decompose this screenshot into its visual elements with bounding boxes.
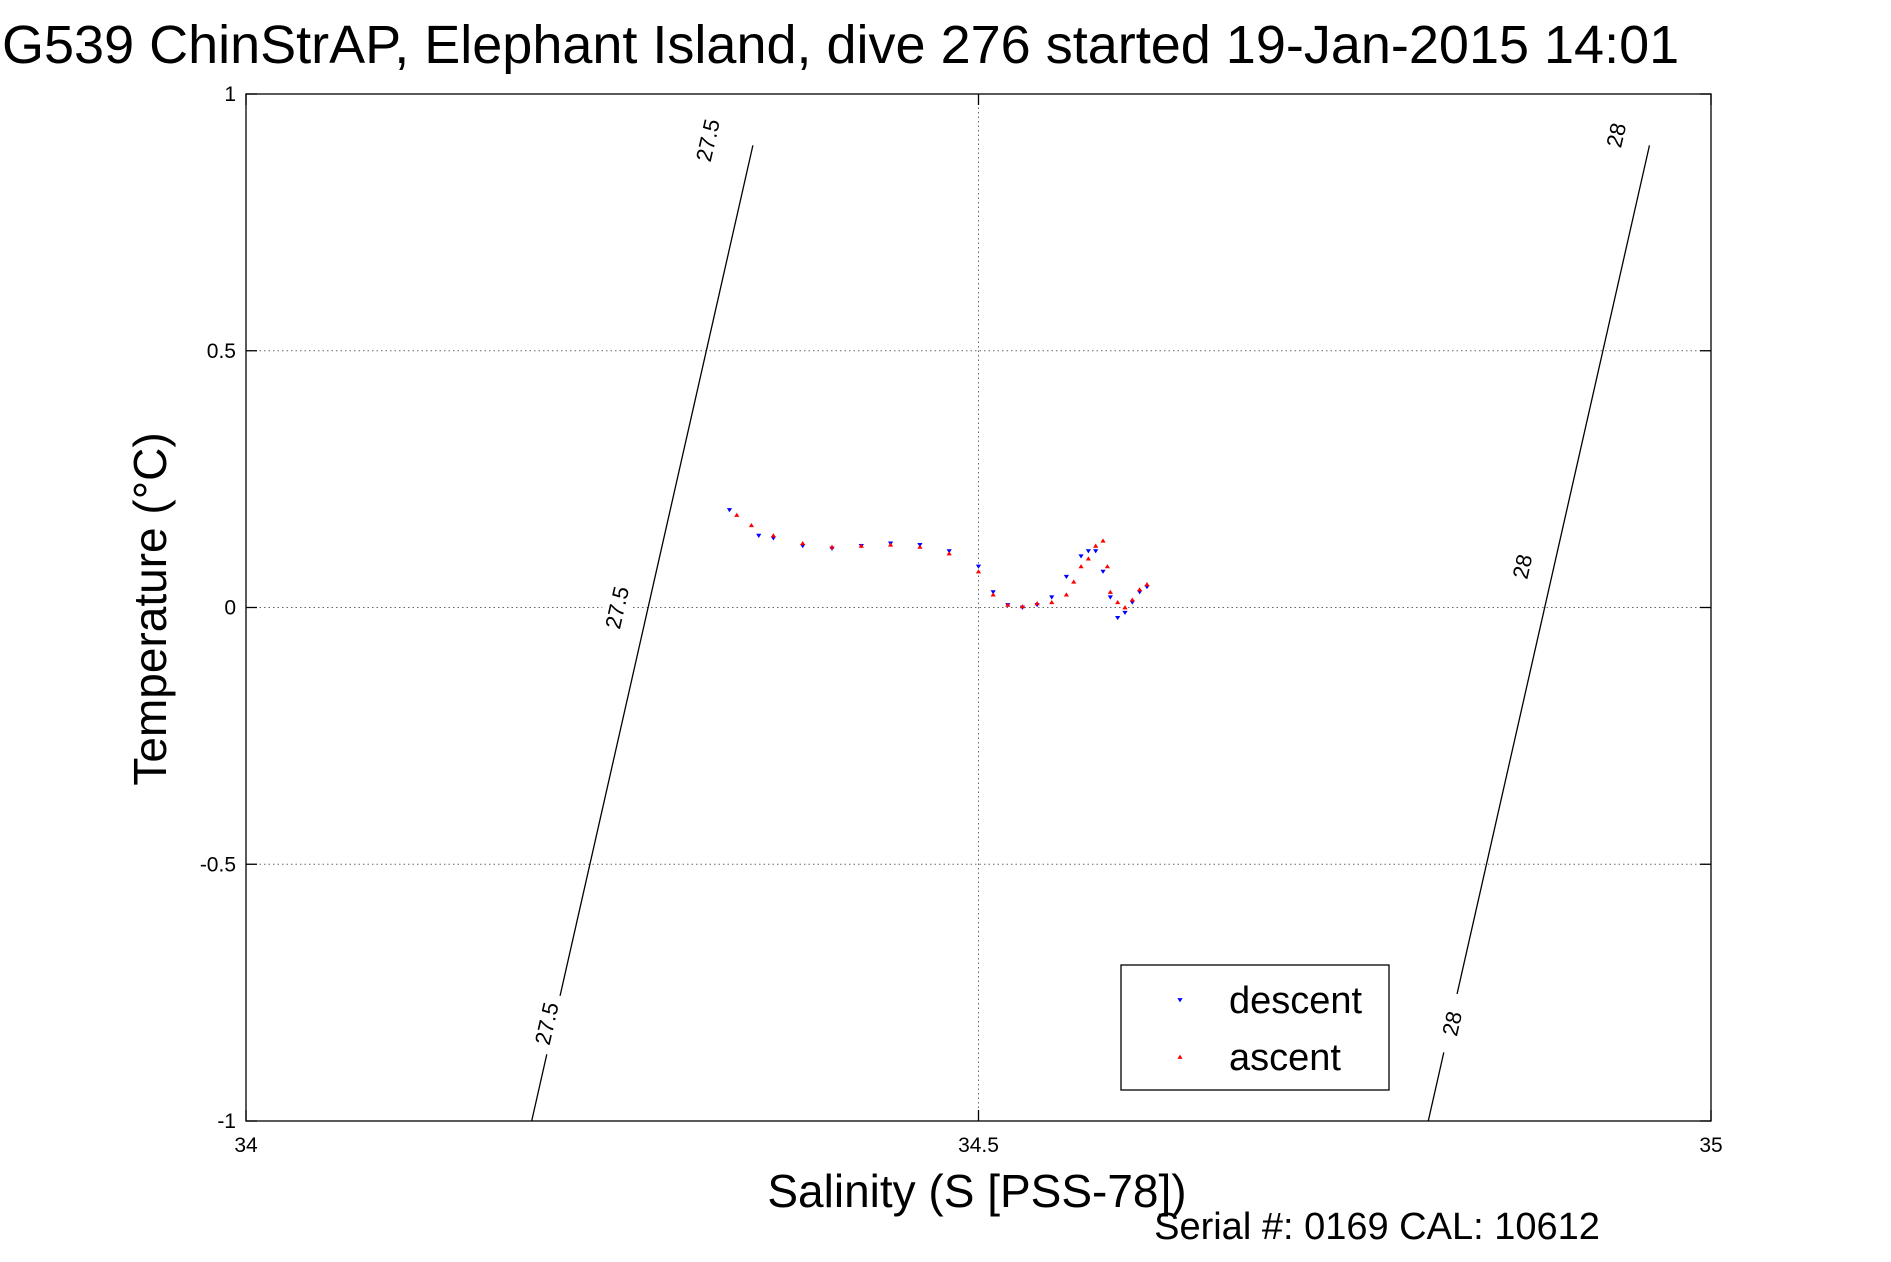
- ascent-point: [1078, 564, 1084, 569]
- legend-box: [1120, 964, 1390, 1091]
- contour-label-gap: [526, 991, 567, 1056]
- legend-label-ascent: ascent: [1229, 1037, 1341, 1079]
- descent-point: [1085, 549, 1091, 554]
- legend-label-descent: descent: [1229, 980, 1363, 1022]
- ascent-point: [1049, 600, 1055, 605]
- x-tick-label: 35: [1699, 1134, 1722, 1157]
- ascent-point: [1122, 605, 1128, 610]
- contour-label-gap: [1595, 102, 1637, 168]
- ascent-point: [734, 512, 740, 517]
- ascent-point: [917, 544, 923, 549]
- ascent-point: [1129, 597, 1135, 602]
- chart-title: G539 ChinStrAP, Elephant Island, dive 27…: [2, 15, 1679, 75]
- ascent-point: [1100, 538, 1106, 543]
- contour-label: 28: [1437, 1009, 1467, 1038]
- ascent-point: [1104, 564, 1111, 569]
- ascent-point: [1144, 582, 1150, 587]
- descent-point: [756, 533, 762, 538]
- y-tick-label: -1: [217, 1110, 236, 1133]
- descent-point: [1122, 610, 1128, 615]
- ascent-point: [1063, 592, 1069, 597]
- ascent-point: [946, 551, 952, 556]
- legend-marker-ascent: [1177, 1054, 1183, 1059]
- density-contour-line: [531, 145, 754, 1122]
- ascent-point: [1107, 589, 1113, 594]
- ascent-point: [1034, 601, 1040, 606]
- y-tick-label: -0.5: [200, 853, 236, 876]
- serial-info: Serial #: 0169 CAL: 10612: [1154, 1206, 1600, 1248]
- ascent-point: [748, 523, 755, 528]
- legend-marker-descent: [1177, 998, 1183, 1003]
- ascent-point: [888, 542, 894, 547]
- x-axis-label: Salinity (S [PSS-78]): [767, 1165, 1186, 1217]
- contour-label-gap: [687, 107, 728, 173]
- descent-point: [1078, 554, 1084, 559]
- ascent-point: [858, 543, 864, 548]
- x-tick-label: 34.5: [958, 1134, 999, 1157]
- contour-label-gap: [1501, 534, 1543, 599]
- descent-point: [1093, 549, 1099, 554]
- ascent-point: [829, 544, 835, 549]
- density-contour-line: [1427, 145, 1651, 1122]
- ascent-point: [1071, 579, 1077, 584]
- ascent-point: [1093, 543, 1099, 548]
- y-axis-label: Temperature (°C): [124, 432, 176, 785]
- ascent-point: [990, 592, 996, 597]
- grid-lines: [246, 94, 1711, 1121]
- ascent-point: [800, 540, 806, 546]
- descent-point: [1100, 569, 1106, 574]
- descent-point: [1063, 574, 1069, 580]
- ascent-point: [770, 533, 776, 538]
- y-tick-label: 0: [224, 597, 236, 620]
- descent-point: [726, 508, 733, 513]
- ascent-point: [1137, 587, 1143, 592]
- ascent-point: [1085, 556, 1091, 561]
- descent-point: [1115, 615, 1121, 621]
- descent-point: [975, 564, 982, 569]
- contour-label: 28: [1601, 120, 1631, 149]
- ascent-point: [1019, 604, 1026, 609]
- ascent-point: [1005, 602, 1011, 607]
- ascent-point: [1115, 600, 1121, 605]
- y-tick-label: 0.5: [207, 340, 236, 363]
- y-tick-label: 1: [224, 83, 236, 106]
- contour-label-gap: [596, 575, 637, 640]
- data-points: [726, 508, 1150, 621]
- contour-label-gap: [1431, 991, 1472, 1056]
- contour-label: 28: [1508, 552, 1538, 581]
- x-tick-label: 34: [234, 1134, 258, 1157]
- legend: descent ascent: [1120, 964, 1390, 1091]
- descent-point: [1107, 595, 1113, 600]
- descent-point: [1049, 595, 1055, 600]
- axis-ticks: 34 34.5 35 1 0.5 0 -0.5 -1: [200, 83, 1723, 1157]
- ascent-point: [975, 569, 982, 574]
